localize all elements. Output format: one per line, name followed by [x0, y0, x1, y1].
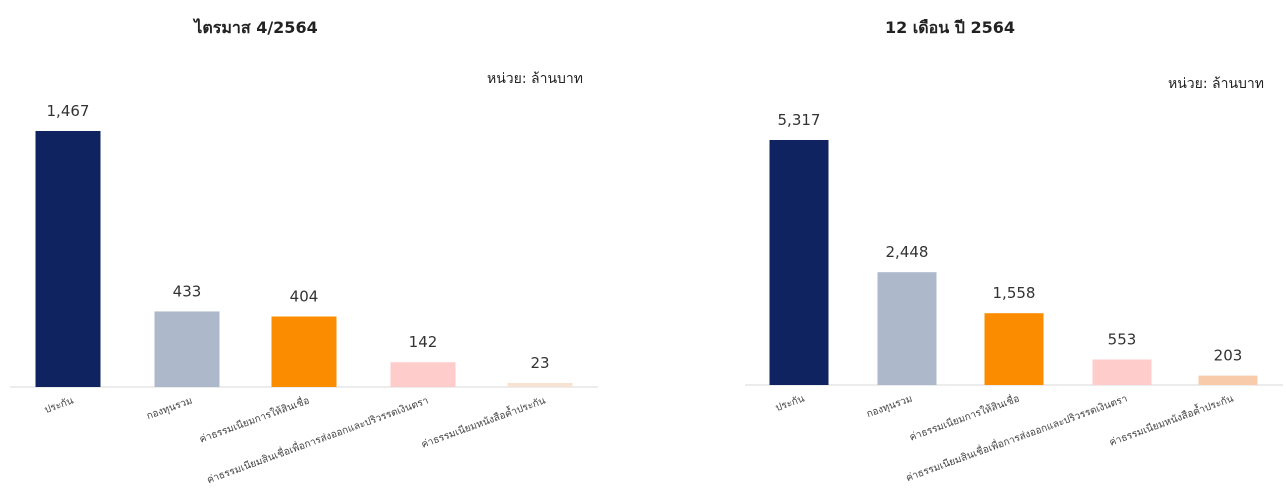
chart-12-months-2564: 12 เดือน ปี 2564 หน่วย: ล้านบาท 5,317 ประ… — [745, 18, 1283, 484]
bar-loan-fee — [984, 313, 1044, 385]
chart-title: 12 เดือน ปี 2564 — [885, 18, 1015, 37]
category-label-guarantee-fee: ค่าธรรมเนียมหนังสือค้ำประกัน — [419, 393, 547, 451]
bar-guarantee-fee — [507, 382, 573, 387]
value-label-mutual-fund: 2,448 — [886, 243, 929, 261]
bar-insurance — [35, 131, 101, 387]
bar-guarantee-fee — [1198, 375, 1258, 385]
category-label-mutual-fund: กองทุนรวม — [865, 393, 914, 420]
value-label-export-fx-fee: 553 — [1108, 331, 1137, 349]
bar-group: 5,317 ประกัน 2,448 กองทุนรวม 1,558 ค่าธรรมเนี… — [769, 111, 1258, 484]
unit-label: หน่วย: ล้านบาท — [487, 71, 583, 87]
bar-group: 1,467 ประกัน 433 กองทุนรวม 404 ค่าธรรมเนียมกา… — [35, 102, 573, 486]
bar-mutual-fund — [877, 272, 937, 385]
value-label-guarantee-fee: 203 — [1214, 347, 1243, 365]
value-label-export-fx-fee: 142 — [409, 333, 438, 351]
chart-quarter-4-2564: ไตรมาส 4/2564 หน่วย: ล้านบาท 1,467 ประกัน… — [10, 18, 598, 486]
value-label-mutual-fund: 433 — [173, 282, 202, 300]
bar-mutual-fund — [154, 311, 220, 387]
category-label-insurance: ประกัน — [43, 395, 75, 416]
category-label-loan-fee: ค่าธรรมเนียมการให้สินเชื่อ — [197, 393, 311, 446]
category-label-export-fx-fee: ค่าธรรมเนียมสินเชื่อเพื่อการส่งออกและปริ… — [205, 393, 430, 486]
category-label-mutual-fund: กองทุนรวม — [145, 395, 194, 422]
bar-loan-fee — [271, 316, 337, 387]
chart-title: ไตรมาส 4/2564 — [192, 18, 317, 37]
value-label-insurance: 1,467 — [47, 102, 90, 120]
value-label-guarantee-fee: 23 — [530, 354, 549, 372]
unit-label: หน่วย: ล้านบาท — [1168, 76, 1264, 92]
value-label-insurance: 5,317 — [778, 111, 821, 129]
value-label-loan-fee: 1,558 — [993, 284, 1036, 302]
bar-insurance — [769, 140, 829, 385]
value-label-loan-fee: 404 — [290, 287, 319, 305]
category-label-insurance: ประกัน — [774, 393, 806, 414]
bar-export-fx-fee — [390, 362, 456, 387]
category-label-loan-fee: ค่าธรรมเนียมการให้สินเชื่อ — [907, 391, 1021, 444]
bar-export-fx-fee — [1092, 359, 1152, 385]
